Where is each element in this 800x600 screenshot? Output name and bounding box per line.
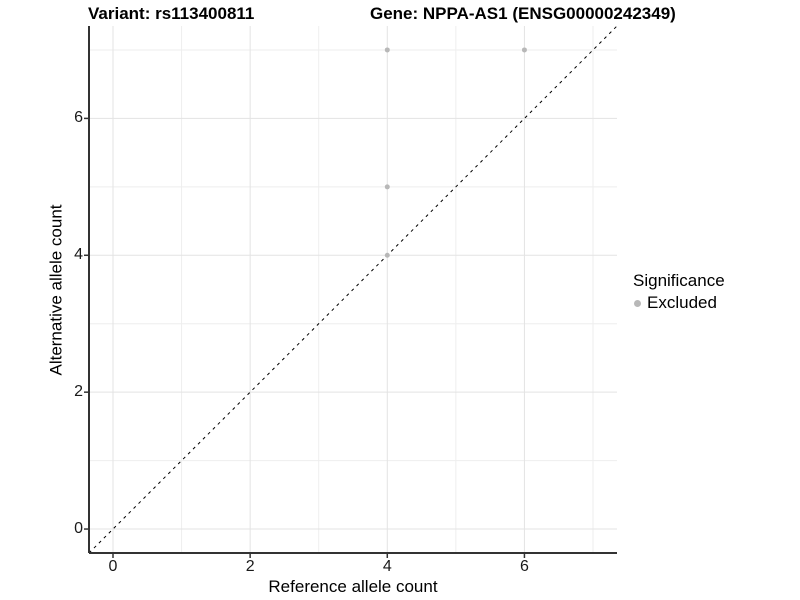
y-tick-label: 6 [74, 109, 83, 127]
gene-title: Gene: NPPA-AS1 (ENSG00000242349) [370, 4, 676, 23]
data-point [384, 184, 390, 190]
legend-point-icon [634, 299, 641, 307]
y-tick-label: 0 [74, 520, 83, 538]
legend-item-excluded: Excluded [630, 293, 725, 313]
data-point [384, 47, 390, 53]
legend-item-label: Excluded [647, 293, 717, 312]
x-tick-label: 2 [245, 558, 255, 575]
identity-line [88, 25, 618, 554]
legend: Significance Excluded [630, 271, 725, 313]
plot-panel [84, 25, 618, 558]
variant-title: Variant: rs113400811 [88, 4, 255, 23]
y-tick-label: 2 [74, 383, 83, 401]
x-tick-label: 0 [108, 558, 118, 575]
x-tick-label: 4 [382, 558, 392, 575]
data-point [521, 47, 527, 53]
x-axis-title: Reference allele count [268, 577, 438, 596]
y-tick-label: 4 [74, 246, 83, 264]
x-tick-label: 6 [519, 558, 529, 575]
data-point [384, 252, 390, 258]
legend-title: Significance [633, 271, 725, 290]
y-axis-title: Alternative allele count [47, 203, 67, 376]
